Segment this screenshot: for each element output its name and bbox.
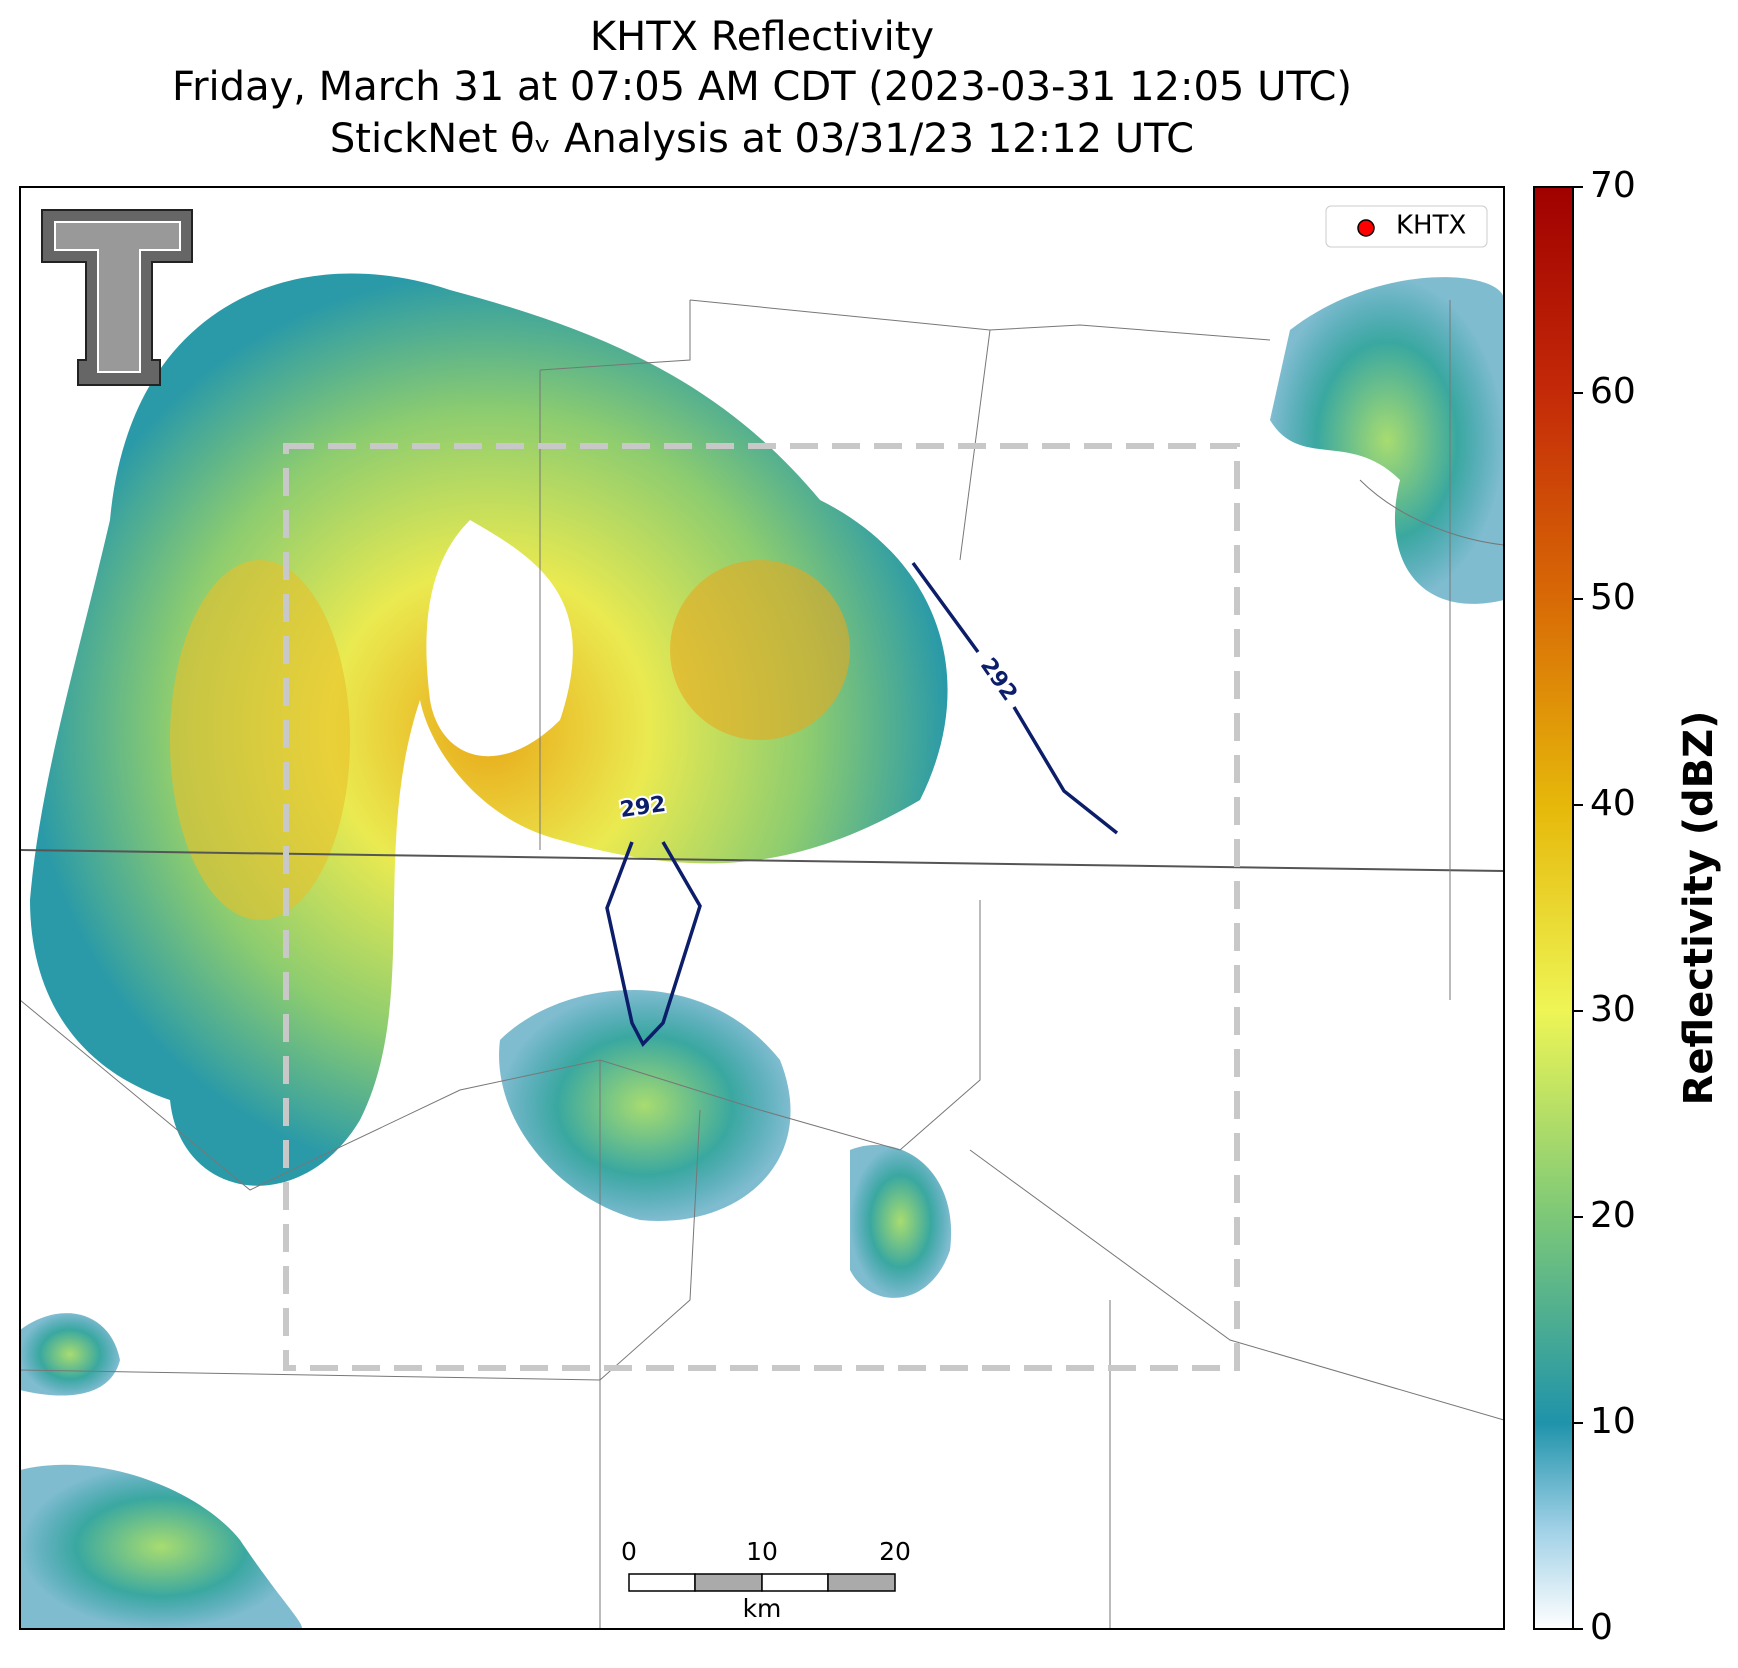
tick-label: 10 [1590,1401,1636,1442]
map-frame [19,186,1505,1630]
legend-marker [1357,219,1375,237]
scale-label: 20 [879,1537,911,1566]
tick-label: 30 [1590,989,1636,1030]
scale-bar [628,1573,896,1592]
title: Friday, March 31 at 07:05 AM CDT (2023-0… [172,64,1352,110]
colorbar [1533,186,1574,1630]
logo [41,209,193,386]
scale-unit: km [743,1594,782,1623]
tick-label: 60 [1590,371,1636,412]
map: 292 292 KHTX 0 10 20 km [20,187,1504,1629]
tick-label: 20 [1590,1195,1636,1236]
title: KHTX Reflectivity [590,14,934,60]
scale-label: 10 [746,1537,778,1566]
tick-label: 50 [1590,577,1636,618]
legend [1325,205,1488,248]
scale-label: 0 [621,1537,637,1566]
tick-label: 70 [1590,165,1636,206]
title: StickNet θᵥ Analysis at 03/31/23 12:12 U… [330,116,1194,162]
tick-label: 0 [1590,1607,1613,1648]
legend-label: KHTX [1396,211,1466,241]
tick-label: 40 [1590,783,1636,824]
colorbar-label: Reflectivity (dBZ) [1676,711,1722,1106]
